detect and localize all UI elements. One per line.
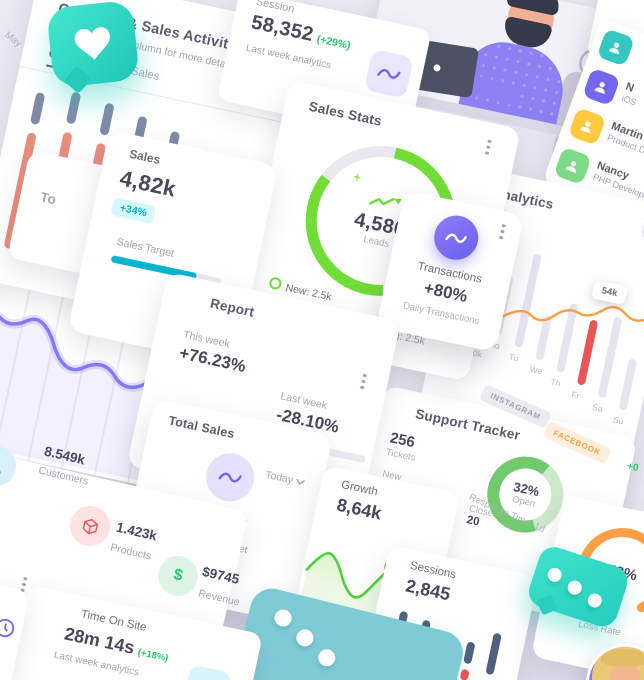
legend-new-ring-icon bbox=[268, 276, 283, 291]
sales-target-label: Sales Target bbox=[115, 236, 176, 260]
analytics-bar bbox=[597, 316, 623, 399]
session-value-text: 58,352 bbox=[249, 11, 316, 46]
person-icon bbox=[565, 161, 577, 174]
team-member-row-3[interactable]: Nancy PHP Developer bbox=[553, 146, 644, 240]
analytics-bar bbox=[618, 358, 637, 411]
team-avatar-1 bbox=[582, 67, 621, 107]
cube-icon bbox=[82, 518, 98, 534]
analytics-day-label-1: Tu bbox=[508, 351, 520, 364]
products-icon bbox=[66, 502, 114, 550]
sparkle-icon bbox=[353, 173, 362, 182]
transactions-card: Transactions +80% Daily Transactions bbox=[375, 190, 525, 353]
period-dropdown[interactable]: Today bbox=[264, 469, 306, 489]
period-dropdown-value: Today bbox=[264, 468, 295, 487]
report-kebab-menu-icon[interactable] bbox=[359, 371, 367, 392]
time-clock-icon-button[interactable] bbox=[182, 664, 233, 680]
analytics-tooltip-value: 54k bbox=[600, 285, 619, 300]
chat-dot-icon bbox=[585, 591, 604, 610]
sessions-red-bar bbox=[459, 668, 470, 680]
total-sales-title: Total Sales bbox=[167, 413, 236, 442]
analytics-bar bbox=[576, 319, 598, 386]
wave-icon bbox=[377, 68, 401, 79]
growth-value: 8,64k bbox=[334, 494, 384, 524]
partial-card-title: To bbox=[38, 189, 58, 208]
avatar-bangs bbox=[601, 649, 644, 667]
team-member-row-0[interactable] bbox=[596, 28, 644, 121]
analytics-bar bbox=[535, 314, 552, 361]
deco-month-may: May bbox=[2, 29, 24, 50]
heart-icon bbox=[74, 27, 110, 60]
dollar-icon: $ bbox=[171, 566, 185, 585]
team-avatar-2 bbox=[567, 107, 607, 146]
sales-value: 4,82k bbox=[117, 165, 179, 202]
transactions-kebab-menu-icon[interactable] bbox=[498, 221, 506, 242]
sales-badge: +34% bbox=[110, 196, 157, 224]
zigzag-arrow-icon bbox=[368, 197, 402, 206]
chat-dot-icon bbox=[565, 578, 584, 597]
report-this-week: This week +76.23% bbox=[163, 329, 290, 451]
window-dot-icon bbox=[316, 647, 338, 669]
transactions-wave-icon bbox=[430, 211, 483, 264]
analytics-bar bbox=[514, 253, 542, 348]
team-avatar-0 bbox=[596, 28, 635, 67]
sessions-navy-bar bbox=[485, 632, 502, 676]
clock-mini-card bbox=[0, 574, 31, 680]
heart-bubble bbox=[46, 0, 140, 94]
analytics-day-label-2: We bbox=[528, 364, 544, 377]
sessions-navy-bar bbox=[463, 641, 476, 665]
clock-icon bbox=[0, 618, 15, 638]
session-delta: (+29%) bbox=[315, 33, 352, 53]
chevron-down-icon bbox=[296, 478, 305, 485]
person-icon bbox=[608, 42, 620, 55]
avatar-face bbox=[609, 663, 641, 680]
wave-icon bbox=[218, 472, 242, 483]
time-delta: (+18%) bbox=[136, 647, 170, 665]
analytics-day-label-4: Fr bbox=[570, 389, 581, 401]
team-member-row-2[interactable]: Martin Product Des bbox=[567, 107, 644, 200]
deco-plus-badge: +0 bbox=[625, 460, 640, 475]
person-icon bbox=[0, 466, 1, 474]
sales-badge-text: +34% bbox=[110, 197, 157, 224]
person-icon bbox=[594, 82, 605, 95]
session-card: Session 58,352 (+29%) Last week analytic… bbox=[216, 0, 432, 141]
person-icon bbox=[580, 121, 591, 134]
window-dot-icon bbox=[272, 607, 294, 629]
sessions-value: 2,845 bbox=[403, 575, 453, 605]
sales-stats-title: Sales Stats bbox=[307, 98, 384, 129]
total-sales-wave-icon bbox=[201, 448, 259, 506]
team-avatar-3 bbox=[553, 146, 592, 186]
analytics-day-label-6: Su bbox=[612, 414, 625, 427]
chat-dot-icon bbox=[545, 566, 564, 584]
wave-icon bbox=[445, 233, 467, 243]
analytics-day-label-3: Th bbox=[549, 376, 562, 389]
window-dot-icon bbox=[294, 627, 316, 649]
report-title: Report bbox=[208, 295, 256, 320]
sales-title: Sales bbox=[128, 146, 162, 167]
sales-stats-kebab-menu-icon[interactable] bbox=[484, 137, 492, 158]
analytics-bar bbox=[555, 302, 578, 373]
analytics-day-label-5: Sa bbox=[591, 401, 604, 414]
session-wave-icon-button[interactable] bbox=[363, 48, 414, 99]
